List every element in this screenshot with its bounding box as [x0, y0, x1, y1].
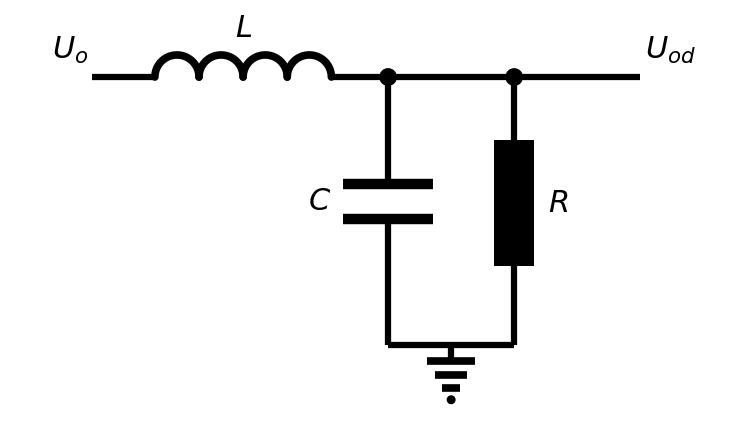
Circle shape	[506, 69, 523, 85]
Text: $\mathit{C}$: $\mathit{C}$	[308, 186, 331, 217]
Bar	[494, 140, 535, 266]
Text: $\mathit{U_{od}}$: $\mathit{U_{od}}$	[645, 35, 696, 66]
Text: $\mathit{R}$: $\mathit{R}$	[548, 188, 569, 218]
Circle shape	[380, 69, 397, 85]
Text: $\mathit{U_o}$: $\mathit{U_o}$	[53, 35, 89, 66]
Text: $\mathit{L}$: $\mathit{L}$	[234, 12, 252, 44]
Circle shape	[448, 396, 455, 404]
